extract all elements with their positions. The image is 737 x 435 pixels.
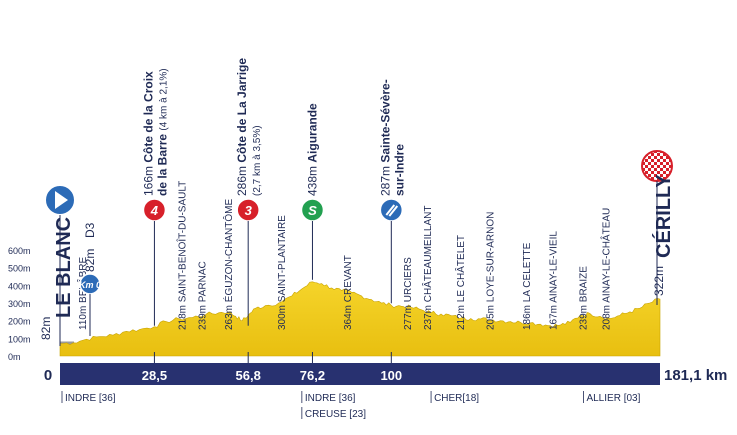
feed-zone-icon-stroke	[388, 205, 399, 217]
department-label: INDRE [36]	[305, 393, 356, 404]
waypoint-label: 167m AINAY-LE-VIEIL	[549, 231, 560, 330]
distance-bar	[60, 363, 660, 385]
finish-marker: CÉRILLY 322m	[641, 150, 675, 305]
km0-marker: Km 0 82m D3	[79, 222, 101, 336]
sprint-badge-text: S	[308, 203, 317, 218]
department-label: INDRE [36]	[65, 393, 116, 404]
waypoint-label: 277m URCIERS	[403, 257, 414, 330]
start-marker: LE BLANC 82m	[39, 184, 76, 346]
altitude-tick-label: 300m	[8, 299, 31, 309]
waypoint-label: 263m ÉGUZON-CHANTÔME	[222, 199, 235, 330]
climb-category-badge-text: 4	[150, 203, 159, 218]
feed-label-line2: sur-Indre	[392, 144, 406, 196]
feed-zone-icon-stroke	[385, 204, 396, 216]
distance-mark-label: 28,5	[142, 368, 167, 383]
department-label: ALLIER [03]	[586, 393, 640, 404]
waypoint-label: 218m SAINT-BENOÎT-DU-SAULT	[176, 181, 189, 330]
altitude-tick-label: 200m	[8, 317, 31, 327]
play-arrow-glyph	[55, 191, 68, 209]
altitude-tick-label: 400m	[8, 281, 31, 291]
distance-mark-label: 100	[380, 368, 402, 383]
waypoint-label: 205m LOYE-SUR-ARNON	[486, 212, 497, 330]
km0-road: D3	[83, 222, 97, 238]
waypoint-label: 237m CHÂTEAUMEILLANT	[421, 206, 434, 330]
distance-end-label: 181,1 km	[664, 367, 727, 384]
climb-label: 166m Côte de la Croix	[141, 71, 155, 196]
waypoint-labels: 110m BELÂBRE 218m SAINT-BENOÎT-DU-SAULT 23…	[76, 181, 612, 330]
feed-label: 287m Sainte-Sévère-	[378, 79, 392, 196]
climb-label-line2: de la Barre (4 km à 2,1%)	[155, 68, 169, 196]
km0-alt: 82m	[83, 249, 97, 272]
waypoint-label: 239m BRAIZE	[578, 266, 589, 330]
waypoint-label: 208m AINAY-LE-CHÂTEAU	[600, 208, 613, 330]
department-labels: INDRE [36] INDRE [36] CREUSE [23] CHER[18] A…	[61, 391, 641, 420]
sprint-label: 438m Aigurande	[305, 103, 319, 196]
altitude-axis: 600m 500m 400m 300m 200m 100m 0m	[8, 246, 31, 362]
altitude-tick-label: 100m	[8, 334, 31, 344]
waypoint-label: 239m PARNAC	[197, 261, 208, 330]
waypoint-label: 212m LE CHÂTELET	[454, 235, 467, 330]
distance-start-label: 0	[44, 367, 52, 384]
waypoint-label: 300m SAINT-PLANTAIRE	[277, 215, 288, 330]
climb-label-line2: (2,7 km à 3,5%)	[252, 125, 263, 196]
waypoint-label: 186m LA CELETTE	[522, 242, 533, 330]
climb-category-badge-text: 3	[245, 203, 253, 218]
waypoint-label: 364m CREVANT	[343, 255, 354, 330]
altitude-tick-label: 600m	[8, 246, 31, 256]
altitude-tick-label: 500m	[8, 264, 31, 274]
department-label: CHER[18]	[434, 393, 479, 404]
altitude-tick-label: 0m	[8, 352, 21, 362]
finish-alt: 322m	[652, 266, 666, 296]
start-alt: 82m	[39, 317, 53, 340]
elevation-profile	[59, 281, 661, 357]
department-label: CREUSE [23]	[305, 409, 366, 420]
climb-label: 286m Côte de La Jarrige	[235, 58, 249, 196]
km0-label: Km 0	[79, 280, 101, 290]
distance-mark-label: 56,8	[236, 368, 261, 383]
start-name: LE BLANC	[53, 217, 75, 318]
distance-marks: 28,5 56,8 76,2 100	[142, 352, 402, 383]
distance-mark-label: 76,2	[300, 368, 325, 383]
finish-name: CÉRILLY	[652, 174, 675, 258]
